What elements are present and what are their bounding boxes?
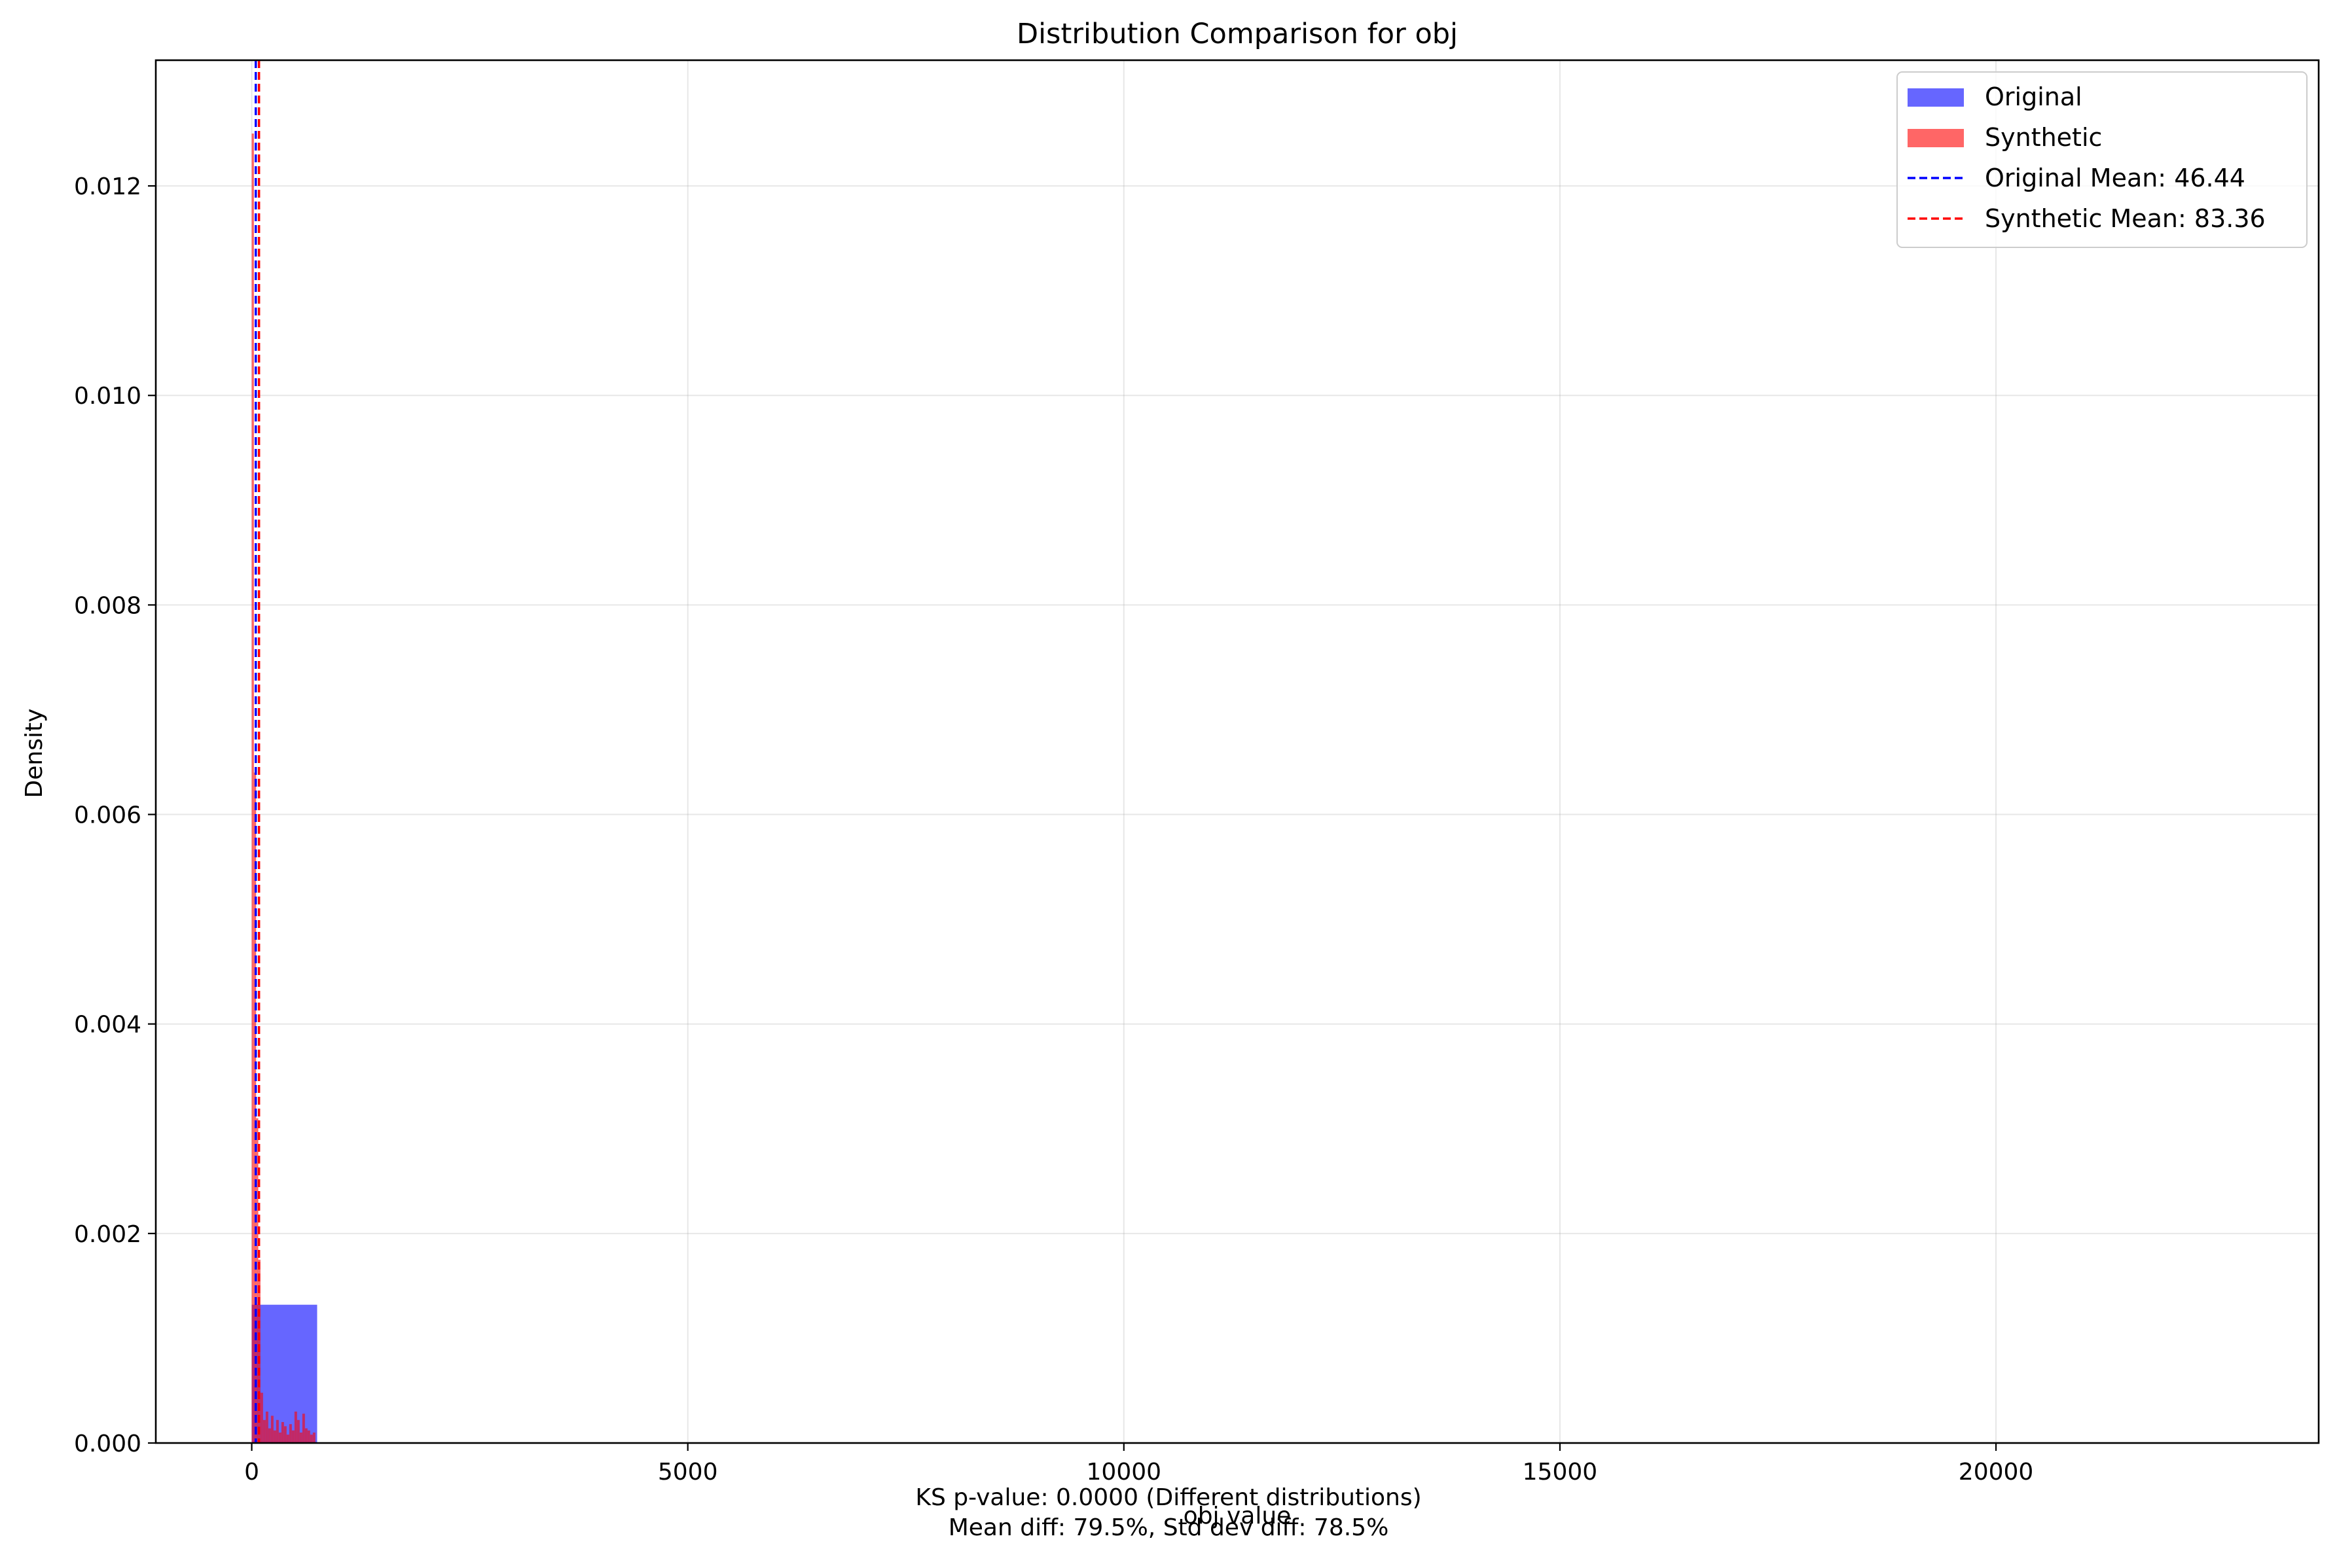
legend-label-1: Synthetic — [1985, 123, 2102, 152]
synthetic-bar-7 — [268, 1428, 271, 1443]
synthetic-bar-17 — [294, 1411, 297, 1443]
y-tick-label-1: 0.002 — [74, 1221, 141, 1248]
legend-label-0: Original — [1985, 82, 2082, 111]
x-tick-label-2: 10000 — [1087, 1459, 1162, 1486]
legend-swatch-1 — [1908, 129, 1964, 147]
synthetic-bar-1 — [253, 772, 257, 1443]
synthetic-bar-23 — [310, 1434, 313, 1443]
chart-title: Distribution Comparison for obj — [1017, 18, 1458, 50]
synthetic-bar-20 — [302, 1414, 305, 1443]
synthetic-bar-12 — [281, 1421, 284, 1443]
synthetic-bar-24 — [312, 1432, 316, 1443]
ks-annotation: KS p-value: 0.0000 (Different distributi… — [915, 1484, 1422, 1511]
x-tick-label-0: 0 — [244, 1459, 259, 1486]
legend-label-3: Synthetic Mean: 83.36 — [1985, 204, 2266, 233]
synthetic-bar-16 — [291, 1430, 295, 1443]
synthetic-bar-19 — [299, 1432, 302, 1443]
x-tick-label-4: 20000 — [1959, 1459, 2034, 1486]
y-tick-label-5: 0.010 — [74, 383, 141, 410]
axis-ticks: 0 5000 10000 15000 20000 0.000 0.002 0.004 0.006… — [74, 173, 2033, 1486]
synthetic-bar-15 — [289, 1424, 292, 1443]
synthetic-bar-10 — [276, 1419, 279, 1443]
legend-label-2: Original Mean: 46.44 — [1985, 164, 2245, 192]
synthetic-bar-13 — [283, 1426, 287, 1443]
y-tick-label-2: 0.004 — [74, 1012, 141, 1039]
legend-swatch-0 — [1908, 88, 1964, 107]
synthetic-bar-2 — [256, 1118, 259, 1443]
synthetic-bar-4 — [260, 1393, 263, 1443]
synthetic-bar-8 — [270, 1416, 274, 1443]
mean-lines — [254, 60, 261, 1443]
legend: Original Synthetic Original Mean: 46.44 Syn… — [1896, 71, 2308, 248]
synthetic-bar-11 — [278, 1432, 281, 1443]
synthetic-bar-9 — [273, 1430, 276, 1443]
synthetic-bar-21 — [304, 1428, 308, 1443]
y-tick-label-4: 0.008 — [74, 592, 141, 619]
y-tick-label-6: 0.012 — [74, 173, 141, 200]
synthetic-bar-22 — [307, 1430, 310, 1443]
histogram-bars — [251, 134, 317, 1444]
x-axis-label: obj value — [1184, 1503, 1292, 1529]
diff-annotation: Mean diff: 79.5%, Std dev diff: 78.5% — [948, 1514, 1389, 1541]
y-tick-label-0: 0.000 — [74, 1431, 141, 1457]
y-axis-label: Density — [21, 709, 48, 798]
y-tick-label-3: 0.006 — [74, 802, 141, 829]
legend-box — [1896, 71, 2308, 248]
x-tick-label-1: 5000 — [658, 1459, 718, 1486]
grid-lines — [156, 60, 2319, 1444]
synthetic-bar-0 — [251, 134, 254, 1444]
plot-frame — [154, 59, 2320, 1444]
synthetic-bar-5 — [263, 1419, 266, 1443]
synthetic-bar-6 — [265, 1411, 268, 1443]
synthetic-bar-18 — [297, 1419, 300, 1443]
synthetic-bar-14 — [286, 1434, 289, 1443]
x-tick-label-3: 15000 — [1523, 1459, 1598, 1486]
